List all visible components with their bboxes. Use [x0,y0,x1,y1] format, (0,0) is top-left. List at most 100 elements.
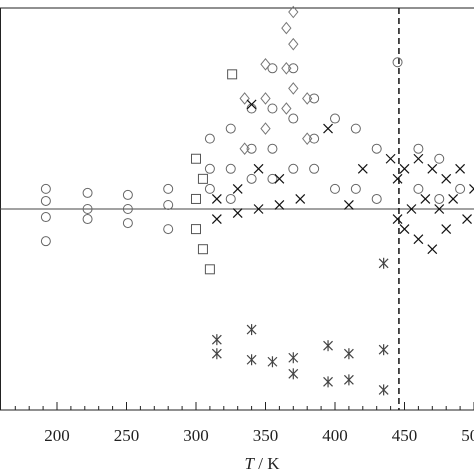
marker-stroke [392,173,403,184]
marker-stroke [295,194,306,204]
marker-stroke [385,153,396,164]
x-point [455,163,466,174]
circle-point [122,189,133,200]
circle-point [40,212,51,223]
circle-point [309,93,320,104]
x-point [253,163,264,174]
marker-stroke [232,183,243,194]
circle-point [309,163,320,174]
circle-point [82,214,93,225]
x-point [441,224,452,235]
marker-stroke [413,153,424,164]
diamond-point [288,5,299,19]
x-tick-label: 250 [114,426,140,445]
x-tick-label: 400 [322,426,348,445]
circle-point [40,183,51,194]
marker-stroke [357,163,368,174]
diamond-point [288,37,299,51]
x-point [385,153,396,164]
x-tick-label: 500 [461,426,474,445]
x-tick-label: 450 [392,426,418,445]
asterisk-point [211,348,222,360]
circle-point [204,163,215,174]
circle-point [455,183,466,194]
x-point [295,194,306,204]
x-point [469,183,474,194]
asterisk-point [267,356,278,368]
asterisk-point [343,348,354,360]
diamond-point [260,92,271,105]
circle-point [267,173,278,184]
circle-point [163,224,174,235]
square-point [197,173,208,184]
x-point [274,200,285,210]
marker-stroke [253,163,264,174]
marker-stroke [448,194,459,204]
marker-stroke [253,204,264,214]
diamond-point [281,21,292,35]
x-axis-title: T / K [245,454,281,473]
circle-point [204,183,215,194]
circle-point [392,57,403,68]
asterisk-point [378,384,389,396]
x-point [357,163,368,174]
marker-stroke [246,99,257,110]
asterisk-point [378,344,389,356]
x-point [211,214,222,224]
x-point [211,194,222,204]
circle-point [82,187,93,198]
marker-stroke [211,214,222,224]
marker-stroke [427,163,438,174]
diamond-point [239,142,250,155]
marker-stroke [392,214,403,224]
x-point [253,204,264,214]
asterisk-point [343,374,354,386]
marker-stroke [420,194,431,204]
diamond-point [302,132,313,145]
x-axis-title-rest: / K [254,454,280,473]
circle-point [267,63,278,74]
circle-point [40,195,51,206]
circle-point [122,218,133,229]
marker-stroke [399,163,410,174]
marker-stroke [399,224,410,235]
marker-stroke [323,123,333,134]
circle-point [288,63,299,74]
diamond-point [239,92,250,105]
circle-point [267,103,278,114]
x-point [246,99,257,110]
diamond-point [260,122,271,135]
marker-stroke [211,194,222,204]
marker-stroke [469,183,474,190]
circle-point [204,133,215,144]
asterisk-point [288,368,299,380]
marker-stroke [406,204,417,214]
x-axis-title-italic: T [245,454,256,473]
x-point [413,234,424,245]
marker-stroke [441,224,452,235]
square-point [190,224,201,235]
circle-point [225,123,236,134]
x-point [323,123,333,134]
square-point [197,244,208,255]
circle-point [371,193,382,204]
circle-point [329,113,340,124]
x-tick-label: 200 [44,426,70,445]
marker-stroke [469,188,474,194]
asterisk-point [288,352,299,364]
circle-point [225,163,236,174]
circle-point [246,103,257,114]
circle-point [329,183,340,194]
marker-stroke [427,244,438,255]
circle-point [288,163,299,174]
x-point [399,163,410,174]
asterisk-point [378,257,389,269]
x-point [274,173,285,184]
square-point [190,153,201,164]
circle-point [371,143,382,154]
x-point [232,208,243,218]
diamond-point [260,57,271,71]
x-point [427,163,438,174]
marker-stroke [274,200,285,210]
x-point [427,244,438,255]
